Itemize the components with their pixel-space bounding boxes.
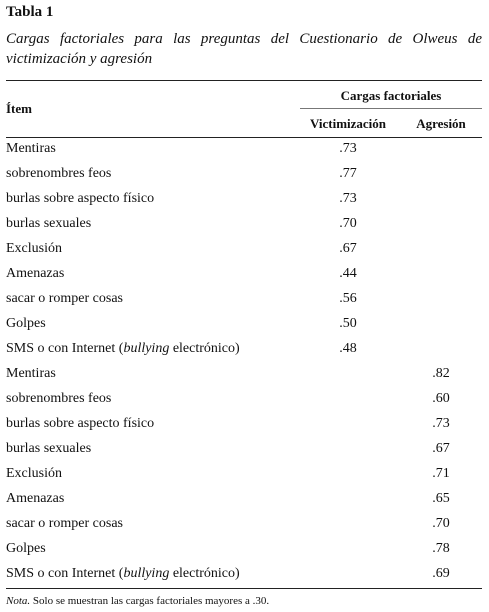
value-cell: .71 — [432, 466, 450, 481]
item-cell: Mentiras — [6, 141, 56, 156]
value-cell: .82 — [432, 366, 450, 381]
item-text: SMS o con Internet ( — [6, 341, 124, 356]
item-cell: Amenazas — [6, 266, 65, 281]
item-cell: sacar o romper cosas — [6, 516, 124, 531]
value-cell: .77 — [339, 166, 357, 181]
value-cell: .73 — [432, 416, 450, 431]
value-cell: .67 — [432, 441, 450, 456]
item-text: electrónico) — [169, 341, 240, 356]
value-cell: .65 — [432, 491, 450, 506]
table-caption: Cargas factoriales para las preguntas de… — [6, 31, 482, 67]
item-cell: burlas sobre aspecto físico — [6, 191, 155, 206]
value-cell: .70 — [432, 516, 450, 531]
item-text: bullying — [123, 566, 170, 581]
value-cell: .48 — [339, 341, 357, 356]
item-cell: burlas sexuales — [6, 441, 92, 456]
item-text: electrónico) — [169, 566, 240, 581]
item-cell: sobrenombres feos — [6, 166, 112, 181]
note-label: Nota. — [6, 595, 31, 607]
header-rule — [6, 137, 482, 138]
column-header: Victimización — [309, 116, 387, 131]
value-cell: .60 — [432, 391, 450, 406]
group-rule — [300, 108, 482, 109]
value-cell: .70 — [339, 216, 357, 231]
value-cell: .67 — [339, 241, 357, 256]
group-header: Cargas factoriales — [340, 88, 442, 103]
item-cell: burlas sexuales — [6, 216, 92, 231]
value-cell: .50 — [339, 316, 357, 331]
table-title: Tabla 1 — [6, 4, 54, 20]
value-cell: .73 — [339, 191, 357, 206]
value-cell: .44 — [339, 266, 357, 281]
column-header: Agresión — [416, 116, 466, 131]
item-cell: Golpes — [6, 316, 46, 331]
item-cell: Golpes — [6, 541, 46, 556]
item-cell: Amenazas — [6, 491, 65, 506]
item-cell: sacar o romper cosas — [6, 291, 124, 306]
table-note: Nota. Solo se muestran las cargas factor… — [6, 595, 269, 607]
value-cell: .73 — [339, 141, 357, 156]
bottom-rule — [6, 588, 482, 589]
note-text: Solo se muestran las cargas factoriales … — [32, 595, 270, 607]
item-cell: sobrenombres feos — [6, 391, 112, 406]
item-cell: SMS o con Internet (bullying electrónico… — [6, 566, 240, 582]
item-text: bullying — [123, 341, 170, 356]
item-cell: Exclusión — [6, 241, 62, 256]
item-cell: Exclusión — [6, 466, 62, 481]
value-cell: .56 — [339, 291, 357, 306]
item-cell: Mentiras — [6, 366, 56, 381]
item-text: SMS o con Internet ( — [6, 566, 124, 581]
value-cell: .78 — [432, 541, 450, 556]
value-cell: .69 — [432, 566, 450, 581]
item-cell: SMS o con Internet (bullying electrónico… — [6, 341, 240, 357]
item-header: Ítem — [6, 101, 32, 116]
top-rule — [6, 80, 482, 81]
item-cell: burlas sobre aspecto físico — [6, 416, 155, 431]
